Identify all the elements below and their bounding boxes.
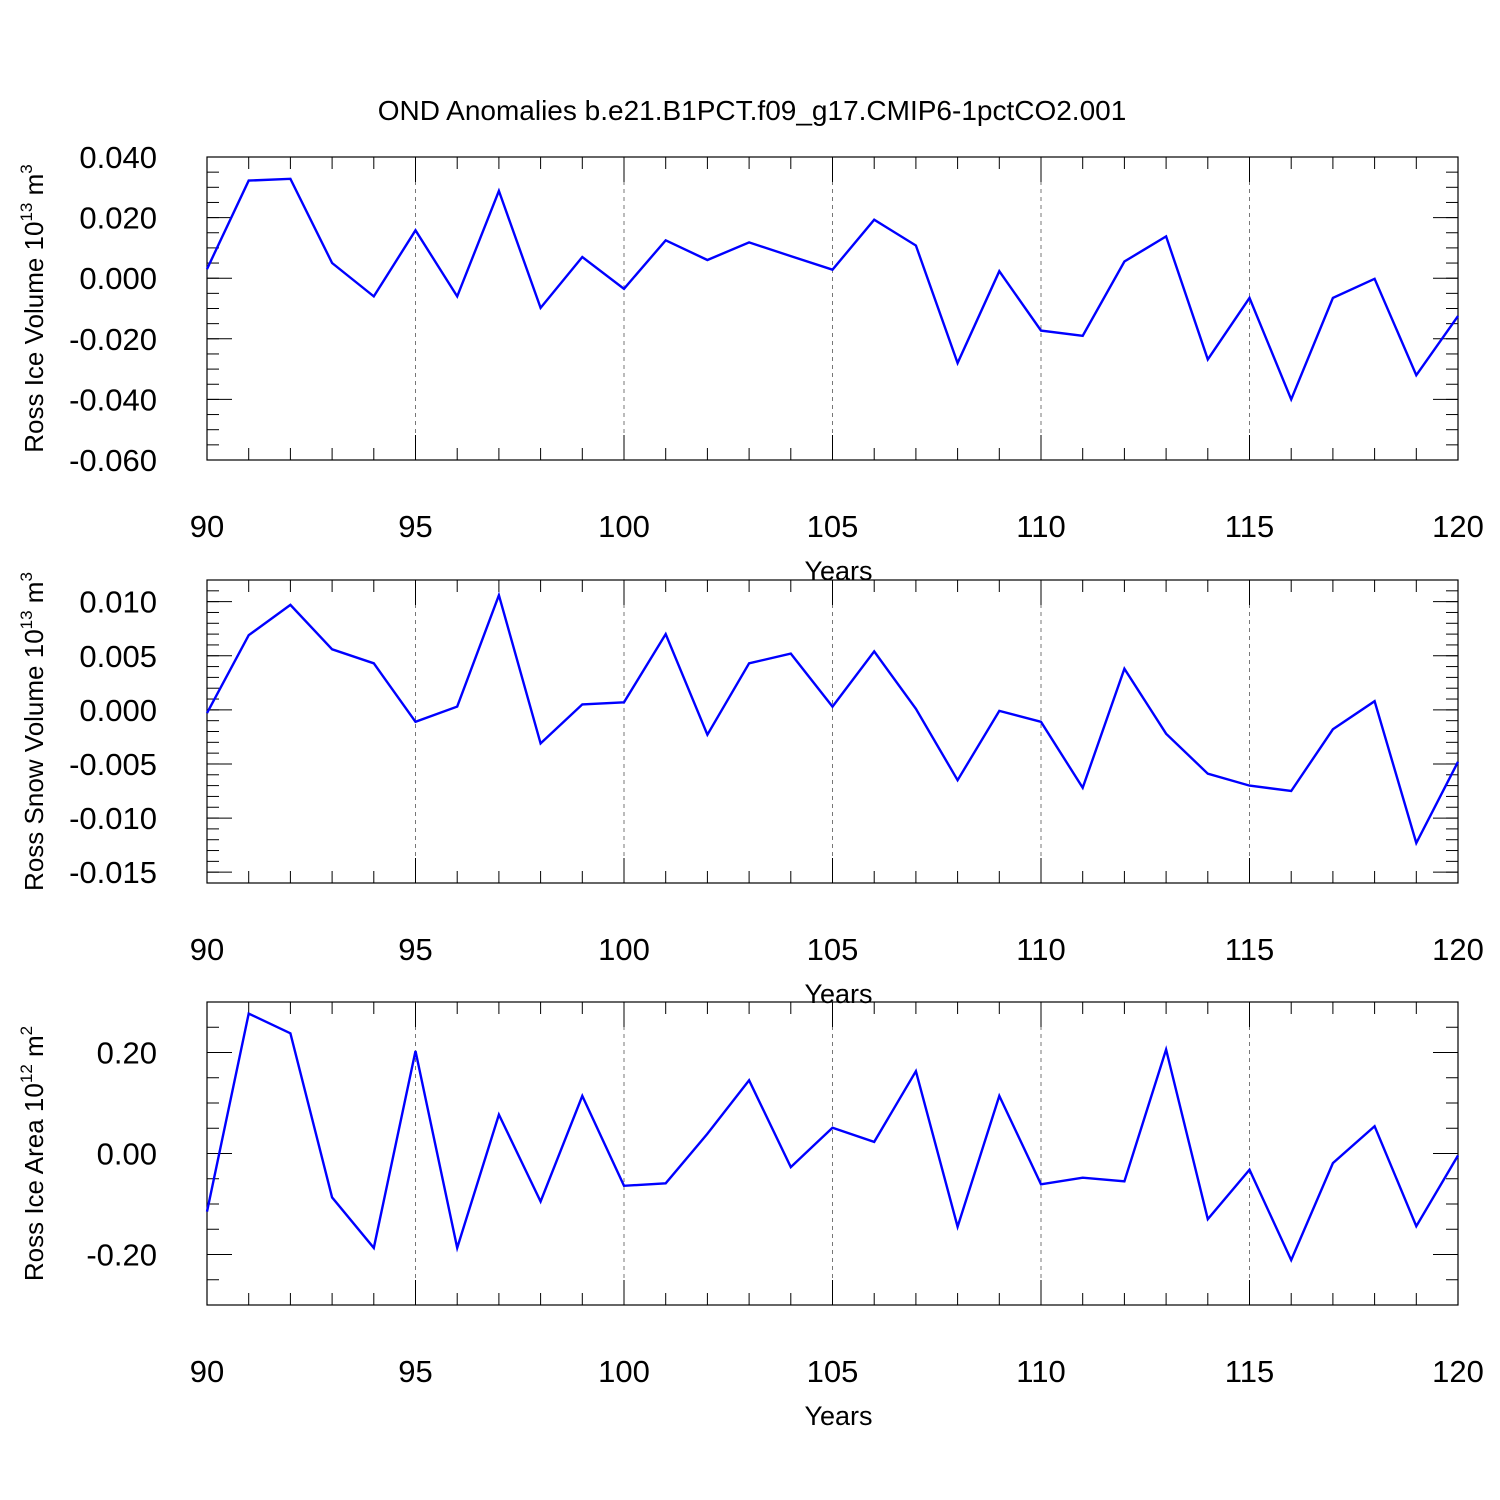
- y-axis-label-superscript: 13: [17, 610, 36, 629]
- y-tick-label: 0.005: [79, 639, 157, 674]
- x-tick-label: 105: [807, 509, 859, 544]
- x-tick-label: 95: [398, 509, 432, 544]
- x-tick-label: 100: [598, 509, 650, 544]
- y-tick-label: 0.000: [79, 693, 157, 728]
- y-tick-label: 0.00: [97, 1137, 157, 1172]
- y-tick-label: -0.015: [69, 855, 157, 890]
- x-tick-label: 100: [598, 932, 650, 967]
- y-axis-label-part: Ross Ice Area 10: [19, 1083, 49, 1281]
- y-tick-label: -0.005: [69, 747, 157, 782]
- y-tick-label: 0.000: [79, 261, 157, 296]
- y-tick-label: -0.040: [69, 382, 157, 417]
- x-tick-label: 110: [1016, 932, 1065, 967]
- y-axis-label: Ross Ice Area 1012 m2: [17, 1026, 49, 1281]
- x-tick-label: 110: [1016, 1354, 1065, 1389]
- y-axis-label: Ross Ice Volume 1013 m3: [17, 164, 49, 453]
- x-axis-label: Years: [804, 1401, 872, 1431]
- y-tick-label: -0.010: [69, 801, 157, 836]
- y-axis-label-superscript: 13: [17, 203, 36, 222]
- x-axis-label: Years: [804, 979, 872, 1009]
- y-tick-label: -0.020: [69, 322, 157, 357]
- y-axis-label-superscript: 12: [17, 1064, 36, 1083]
- y-tick-label: 0.010: [79, 585, 157, 620]
- y-axis-label-part: m: [19, 1035, 49, 1064]
- x-tick-label: 120: [1432, 1354, 1484, 1389]
- x-tick-label: 120: [1432, 509, 1484, 544]
- panel-1: 0.040 0.020 0.000 -0.020 -0.040 -0.060 90 95 100…: [17, 140, 1484, 586]
- x-tick-label: 95: [398, 1354, 432, 1389]
- series-line: [205, 1011, 1460, 1264]
- x-tick-label: 105: [807, 1354, 859, 1389]
- y-tick-label: -0.060: [69, 443, 157, 478]
- x-tick-label: 105: [807, 932, 859, 967]
- x-tick-label: 90: [190, 1354, 224, 1389]
- x-tick-label: 115: [1225, 509, 1274, 544]
- y-axis-label-part: Ross Ice Volume 10: [19, 222, 49, 453]
- y-axis-label-part: m: [19, 174, 49, 203]
- y-axis-label: Ross Snow Volume 1013 m3: [17, 572, 49, 891]
- x-tick-label: 100: [598, 1354, 650, 1389]
- x-tick-label: 115: [1225, 1354, 1274, 1389]
- panel-3: 0.20 0.00 -0.20 90 95 100 105 110 115 120 Years Ros…: [17, 1001, 1484, 1431]
- y-tick-label: 0.20: [97, 1036, 157, 1071]
- x-tick-label: 110: [1016, 509, 1065, 544]
- y-axis-label-superscript: 3: [17, 572, 36, 581]
- y-axis-label-part: Ross Snow Volume 10: [19, 629, 49, 891]
- x-tick-label: 90: [190, 509, 224, 544]
- x-tick-label: 90: [190, 932, 224, 967]
- y-axis-label-part: m: [19, 582, 49, 611]
- x-tick-label: 95: [398, 932, 432, 967]
- panel-2: 0.010 0.005 0.000 -0.005 -0.010 -0.015 90 95 100…: [17, 572, 1484, 1009]
- y-tick-label: 0.040: [79, 140, 157, 175]
- y-tick-label: -0.20: [86, 1238, 157, 1273]
- x-tick-label: 120: [1432, 932, 1484, 967]
- x-tick-label: 115: [1225, 932, 1274, 967]
- y-tick-label: 0.020: [79, 201, 157, 236]
- x-axis-label: Years: [804, 556, 872, 586]
- chart-title: OND Anomalies b.e21.B1PCT.f09_g17.CMIP6-…: [378, 95, 1127, 126]
- y-axis-label-superscript: 3: [17, 164, 36, 173]
- y-axis-label-superscript: 2: [17, 1026, 36, 1035]
